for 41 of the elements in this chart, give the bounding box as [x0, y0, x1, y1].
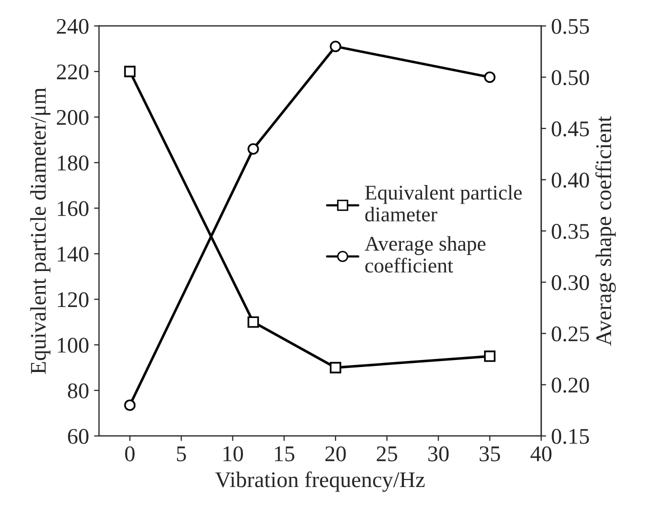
legend-label: Average shape coefficient — [364, 236, 486, 273]
y2-tick-label: 0.50 — [552, 70, 589, 86]
y-tick-label: 240 — [56, 18, 88, 34]
x-axis-title: Vibration frequency/Hz — [215, 471, 425, 492]
x-tick-label: 0 — [125, 446, 135, 462]
point — [484, 350, 496, 362]
y-tick-label: 220 — [56, 64, 88, 80]
point — [124, 400, 136, 411]
y-tick-label: 180 — [58, 156, 88, 171]
y-tick-label: 80 — [68, 383, 88, 398]
y2-tick-label: 0.45 — [552, 121, 589, 136]
point — [248, 316, 259, 328]
y2-tick-label: 0.15 — [552, 428, 589, 444]
y2-tick-label: 0.40 — [552, 172, 589, 188]
x-tick-label: 40 — [530, 446, 552, 462]
y-axis-title: Equivalent particle diameter/μm — [30, 88, 50, 374]
x-tick-label: 5 — [177, 446, 186, 462]
y2-axis-title: Average shape coefficient — [595, 116, 616, 346]
y2-tick-label: 0.35 — [552, 224, 589, 239]
x-tick-label: 30 — [428, 446, 449, 462]
y-tick-label: 100 — [58, 338, 88, 353]
y2-tick-label: 0.20 — [552, 378, 589, 393]
x-tick-label: 25 — [376, 446, 398, 462]
y-tick-label: 120 — [58, 292, 88, 308]
y2-tick-label: 0.25 — [552, 326, 589, 342]
point — [330, 40, 342, 52]
x-tick-label: 20 — [325, 446, 346, 462]
point — [484, 72, 496, 83]
y-tick-label: 200 — [56, 110, 88, 125]
y2-tick-label: 0.55 — [552, 18, 589, 34]
point — [330, 362, 342, 374]
x-tick-label: 10 — [224, 446, 243, 462]
point — [124, 66, 136, 78]
legend-label: Equivalent particle diameter — [365, 185, 522, 222]
y-tick-label: 140 — [58, 246, 88, 262]
y2-tick-label: 0.30 — [552, 275, 589, 290]
point — [248, 143, 259, 155]
y-tick-label: 160 — [58, 201, 88, 216]
y-tick-label: 60 — [68, 428, 88, 444]
x-tick-label: 15 — [274, 446, 294, 462]
x-tick-label: 35 — [480, 446, 500, 462]
